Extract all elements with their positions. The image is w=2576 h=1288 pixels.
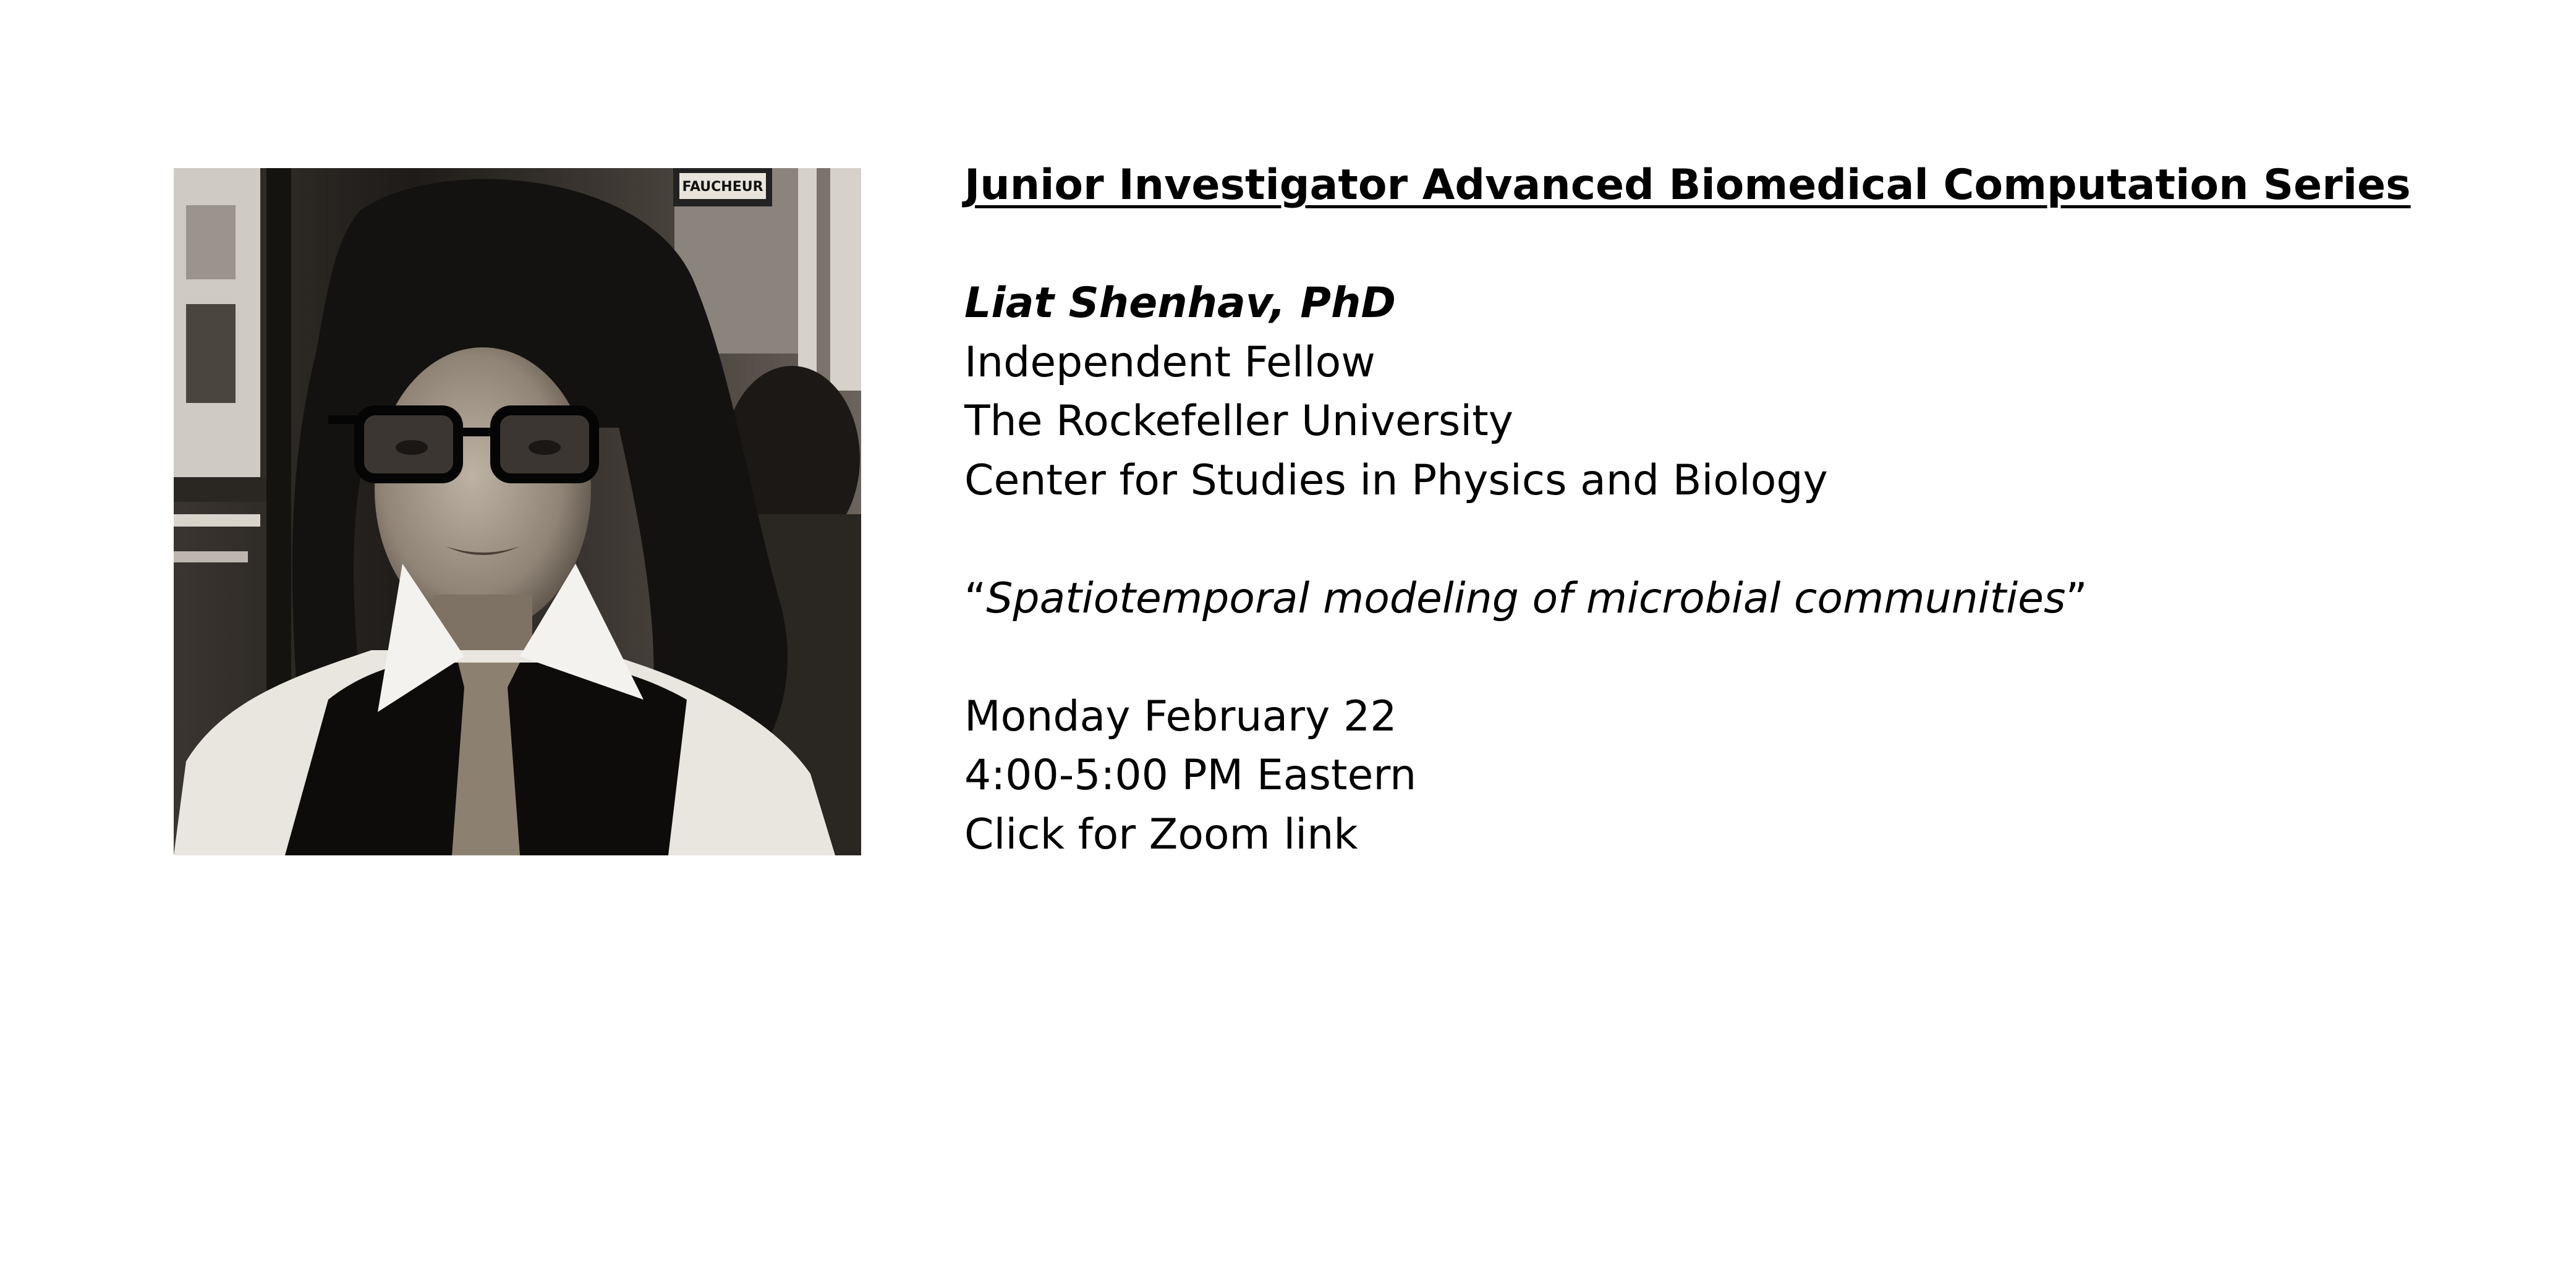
talk-title-text: Spatiotemporal modeling of microbial com… [986,574,2066,623]
speaker-portrait-image: FAUCHEUR [174,168,861,855]
spacer [964,628,2510,687]
talk-title: “Spatiotemporal modeling of microbial co… [964,569,2510,629]
speaker-institution: The Rockefeller University [964,397,1514,446]
zoom-link[interactable]: Click for Zoom link [964,810,1358,859]
event-date: Monday February 22 [964,692,1397,741]
event-time: 4:00-5:00 PM Eastern [964,751,1417,800]
spacer [964,215,2510,274]
speaker-center: Center for Studies in Physics and Biolog… [964,455,1828,505]
talk-title-open-quote: “ [964,574,987,623]
series-title: Junior Investigator Advanced Biomedical … [964,161,2411,210]
spacer [964,510,2510,569]
speaker-position: Independent Fellow [964,337,1375,387]
talk-title-close-quote: ” [2065,574,2088,623]
event-info: Junior Investigator Advanced Biomedical … [964,156,2510,864]
street-sign-text: FAUCHEUR [682,179,763,195]
speaker-photo: FAUCHEUR [174,168,861,855]
speaker-name: Liat Shenhav, PhD [964,279,1396,328]
